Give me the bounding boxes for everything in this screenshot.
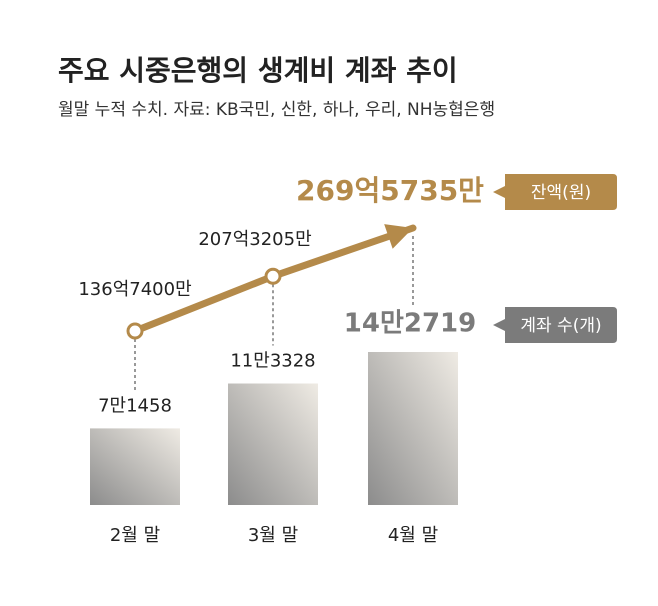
chart-subtitle: 월말 누적 수치. 자료: KB국민, 신한, 하나, 우리, NH농협은행 [58,100,495,120]
legend-label: 계좌 수(개) [520,316,601,336]
x-tick-label: 2월 말 [110,525,160,546]
bar-value-label: 11만3328 [230,351,315,372]
x-tick-label: 3월 말 [248,525,298,546]
point [126,322,144,340]
arrowhead [384,224,413,249]
bar-value-label: 7만1458 [98,395,172,416]
bar [368,352,458,505]
legend-tag [493,307,617,343]
legend-label: 잔액(원) [531,183,591,203]
chart-title: 주요 시중은행의 생계비 계좌 추이 [58,54,458,87]
bar-value-label: 14만2719 [344,309,476,339]
legend-tag [493,174,617,210]
x-tick-label: 4월 말 [388,525,438,546]
bar [228,383,318,505]
line-value-label: 207억3205만 [198,229,311,250]
point [264,267,282,285]
bar [90,428,180,505]
line-value-label: 269억5735만 [296,174,484,207]
line-value-label: 136억7400만 [78,279,191,300]
